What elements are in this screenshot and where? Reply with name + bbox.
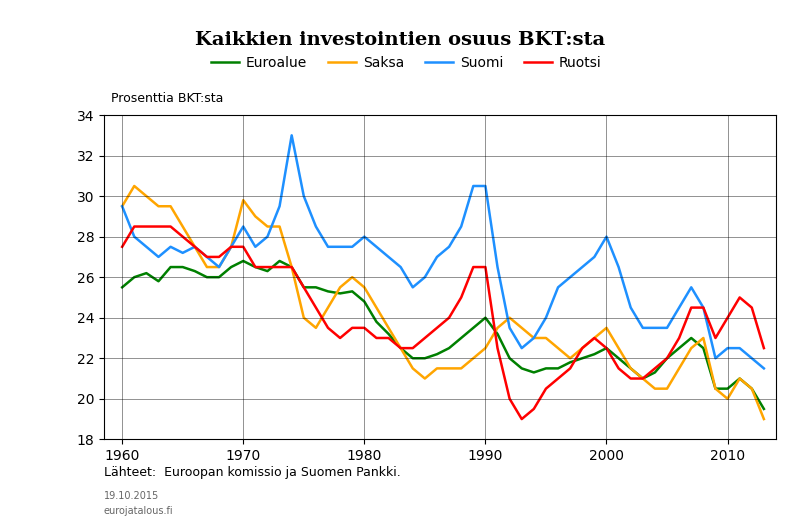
Euroalue — [566, 359, 575, 366]
Line: Saksa: Saksa — [122, 186, 764, 419]
Ruotsi — [529, 406, 538, 412]
Saksa — [566, 355, 575, 361]
Ruotsi — [372, 335, 382, 341]
Ruotsi — [578, 345, 587, 351]
Ruotsi — [505, 396, 514, 402]
Text: Kaikkien investointien osuus BKT:sta: Kaikkien investointien osuus BKT:sta — [195, 31, 605, 49]
Suomi — [118, 203, 127, 209]
Suomi — [759, 365, 769, 371]
Line: Ruotsi: Ruotsi — [122, 226, 764, 419]
Suomi — [287, 132, 297, 139]
Text: eurojatalous.fi: eurojatalous.fi — [104, 506, 174, 516]
Suomi — [517, 345, 526, 351]
Text: 19.10.2015: 19.10.2015 — [104, 492, 159, 502]
Suomi — [505, 325, 514, 331]
Saksa — [372, 304, 382, 311]
Saksa — [130, 183, 139, 189]
Saksa — [505, 315, 514, 321]
Saksa — [759, 416, 769, 422]
Ruotsi — [238, 244, 248, 250]
Saksa — [118, 203, 127, 209]
Saksa — [238, 197, 248, 203]
Ruotsi — [130, 223, 139, 230]
Saksa — [481, 345, 490, 351]
Euroalue — [505, 355, 514, 361]
Text: Lähteet:  Euroopan komissio ja Suomen Pankki.: Lähteet: Euroopan komissio ja Suomen Pan… — [104, 466, 401, 479]
Line: Suomi: Suomi — [122, 135, 764, 368]
Text: Prosenttia BKT:sta: Prosenttia BKT:sta — [110, 93, 223, 105]
Euroalue — [372, 319, 382, 325]
Suomi — [481, 183, 490, 189]
Euroalue — [517, 365, 526, 371]
Suomi — [566, 274, 575, 280]
Ruotsi — [759, 345, 769, 351]
Legend: Euroalue, Saksa, Suomi, Ruotsi: Euroalue, Saksa, Suomi, Ruotsi — [206, 51, 607, 76]
Euroalue — [481, 315, 490, 321]
Line: Euroalue: Euroalue — [122, 261, 764, 409]
Ruotsi — [118, 244, 127, 250]
Suomi — [372, 244, 382, 250]
Ruotsi — [517, 416, 526, 422]
Suomi — [226, 244, 236, 250]
Ruotsi — [481, 264, 490, 270]
Euroalue — [759, 406, 769, 412]
Saksa — [517, 325, 526, 331]
Euroalue — [226, 264, 236, 270]
Euroalue — [118, 284, 127, 290]
Euroalue — [238, 258, 248, 264]
